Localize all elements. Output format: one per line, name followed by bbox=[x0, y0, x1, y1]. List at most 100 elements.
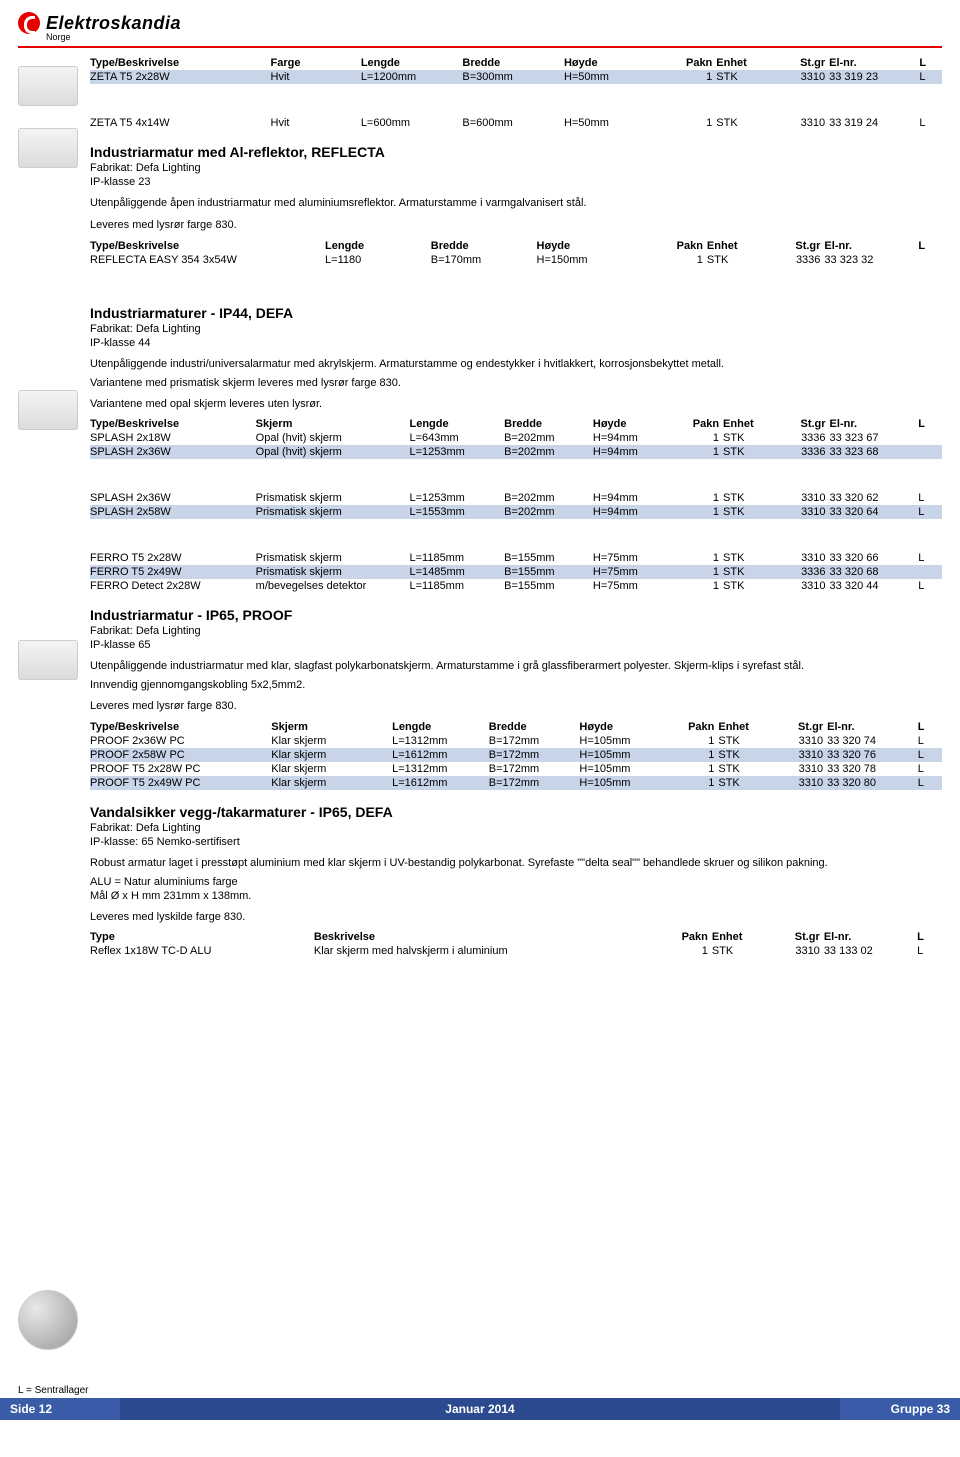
table-cell: L bbox=[918, 505, 942, 519]
table-cell: STK bbox=[716, 70, 772, 84]
table-cell: 33 320 64 bbox=[830, 505, 919, 519]
table-cell: L=1253mm bbox=[409, 445, 504, 459]
col-header: Lengde bbox=[409, 417, 504, 431]
product-table: SPLASH 2x36WPrismatisk skjermL=1253mmB=2… bbox=[90, 491, 942, 519]
table-cell: 3310 bbox=[773, 116, 829, 130]
table-cell: 33 323 68 bbox=[830, 445, 919, 459]
product-thumb-icon bbox=[18, 128, 78, 168]
table-cell: B=172mm bbox=[489, 734, 580, 748]
table-row: REFLECTA EASY 354 3x54WL=1180B=170mmH=15… bbox=[90, 253, 942, 267]
col-header: Pakn bbox=[670, 720, 718, 734]
section-meta: Fabrikat: Defa Lighting bbox=[90, 625, 942, 637]
col-header: Pakn bbox=[666, 56, 717, 70]
col-header: St.gr bbox=[776, 417, 829, 431]
table-cell: 1 bbox=[666, 70, 717, 84]
section-title: Industriarmatur med Al-reflektor, REFLEC… bbox=[90, 144, 942, 160]
table-cell: STK bbox=[723, 579, 776, 593]
col-header: L bbox=[918, 417, 942, 431]
table-cell: L bbox=[919, 116, 942, 130]
table-cell: L bbox=[918, 551, 942, 565]
col-header: Pakn bbox=[676, 417, 723, 431]
table-cell: 33 320 76 bbox=[827, 748, 918, 762]
table-cell: B=155mm bbox=[504, 565, 593, 579]
table-cell: ZETA T5 2x28W bbox=[90, 70, 271, 84]
footer-group: Gruppe 33 bbox=[840, 1398, 960, 1420]
table-cell: Opal (hvit) skjerm bbox=[256, 431, 410, 445]
section-meta: IP-klasse 65 bbox=[90, 639, 942, 651]
section-meta: IP-klasse 44 bbox=[90, 337, 942, 349]
table-row: SPLASH 2x58WPrismatisk skjermL=1553mmB=2… bbox=[90, 505, 942, 519]
table-cell: Klar skjerm bbox=[271, 748, 392, 762]
table-cell: Prismatisk skjerm bbox=[256, 551, 410, 565]
table-cell: Hvit bbox=[271, 116, 361, 130]
table-cell bbox=[918, 565, 942, 579]
table-cell: Prismatisk skjerm bbox=[256, 491, 410, 505]
section-meta: Fabrikat: Defa Lighting bbox=[90, 162, 942, 174]
table-cell: B=155mm bbox=[504, 579, 593, 593]
table-cell: B=202mm bbox=[504, 431, 593, 445]
col-header: Farge bbox=[271, 56, 361, 70]
section-meta: IP-klasse: 65 Nemko-sertifisert bbox=[90, 836, 942, 848]
table-cell: 3310 bbox=[776, 579, 829, 593]
table-cell: 1 bbox=[676, 491, 723, 505]
table-cell: Opal (hvit) skjerm bbox=[256, 445, 410, 459]
table-cell: L=1185mm bbox=[409, 579, 504, 593]
table-row: FERRO T5 2x49WPrismatisk skjermL=1485mmB… bbox=[90, 565, 942, 579]
table-cell: 33 320 80 bbox=[827, 776, 918, 790]
section-title: Industriarmatur - IP65, PROOF bbox=[90, 607, 942, 623]
table-cell: SPLASH 2x36W bbox=[90, 445, 256, 459]
product-table: Type/BeskrivelseSkjermLengdeBreddeHøydeP… bbox=[90, 417, 942, 459]
table-cell: B=170mm bbox=[431, 253, 537, 267]
table-row: SPLASH 2x36WOpal (hvit) skjermL=1253mmB=… bbox=[90, 445, 942, 459]
table-cell: 1 bbox=[662, 944, 712, 958]
table-cell bbox=[918, 445, 942, 459]
table-row: SPLASH 2x36WPrismatisk skjermL=1253mmB=2… bbox=[90, 491, 942, 505]
section-desc: Robust armatur laget i presstøpt alumini… bbox=[90, 856, 942, 870]
table-cell: 1 bbox=[676, 431, 723, 445]
section-desc: Innvendig gjennomgangskobling 5x2,5mm2. bbox=[90, 679, 942, 691]
table-cell: STK bbox=[718, 734, 772, 748]
section-title: Vandalsikker vegg-/takarmaturer - IP65, … bbox=[90, 804, 942, 820]
table-cell: L bbox=[918, 748, 942, 762]
table-cell: H=150mm bbox=[537, 253, 655, 267]
table-cell: B=202mm bbox=[504, 491, 593, 505]
table-row: FERRO Detect 2x28Wm/bevegelses detektorL… bbox=[90, 579, 942, 593]
table-cell: 1 bbox=[676, 579, 723, 593]
table-cell: 1 bbox=[676, 445, 723, 459]
col-header: Skjerm bbox=[256, 417, 410, 431]
table-cell: 33 320 62 bbox=[830, 491, 919, 505]
table-cell: 33 320 66 bbox=[830, 551, 919, 565]
table-cell: FERRO Detect 2x28W bbox=[90, 579, 256, 593]
col-header: Type/Beskrivelse bbox=[90, 417, 256, 431]
table-cell: 33 320 74 bbox=[827, 734, 918, 748]
table-cell: L=643mm bbox=[409, 431, 504, 445]
table-cell: L=1200mm bbox=[361, 70, 463, 84]
table-cell: 3310 bbox=[773, 734, 827, 748]
col-header: Pakn bbox=[662, 930, 712, 944]
table-cell: REFLECTA EASY 354 3x54W bbox=[90, 253, 325, 267]
table-cell: STK bbox=[718, 748, 772, 762]
table-cell: H=50mm bbox=[564, 116, 666, 130]
table-cell: L bbox=[918, 579, 942, 593]
col-header: El-nr. bbox=[829, 56, 919, 70]
footer-note: L = Sentrallager bbox=[18, 1385, 960, 1396]
table-cell: PROOF 2x58W PC bbox=[90, 748, 271, 762]
col-header: Bredde bbox=[504, 417, 593, 431]
table-cell: SPLASH 2x18W bbox=[90, 431, 256, 445]
page-header: Elektroskandia Norge bbox=[18, 12, 942, 48]
col-header: Lengde bbox=[392, 720, 489, 734]
col-header: St.gr bbox=[773, 56, 829, 70]
table-cell: Klar skjerm bbox=[271, 734, 392, 748]
table-cell: L=1180 bbox=[325, 253, 431, 267]
table-cell: H=94mm bbox=[593, 491, 676, 505]
col-header: Enhet bbox=[707, 239, 766, 253]
table-cell: PROOF T5 2x28W PC bbox=[90, 762, 271, 776]
table-cell: H=94mm bbox=[593, 431, 676, 445]
col-header: L bbox=[919, 56, 942, 70]
col-header: L bbox=[918, 239, 942, 253]
brand-logo-icon bbox=[18, 12, 40, 34]
product-table: TypeBeskrivelsePaknEnhetSt.grEl-nr.L Ref… bbox=[90, 930, 942, 958]
brand-name: Elektroskandia bbox=[46, 13, 181, 34]
table-cell: 33 320 78 bbox=[827, 762, 918, 776]
table-cell: m/bevegelses detektor bbox=[256, 579, 410, 593]
